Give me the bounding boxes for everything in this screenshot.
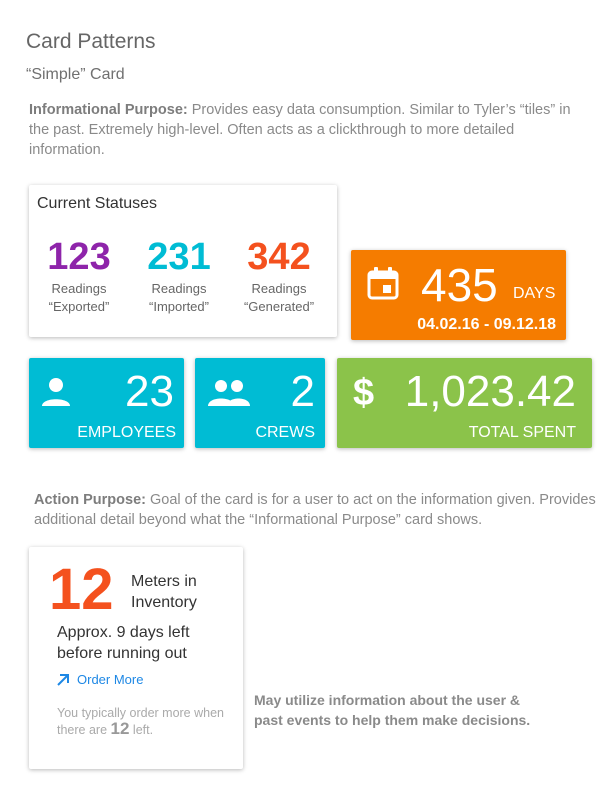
card-detail-line: before running out (57, 645, 187, 662)
action-purpose-paragraph: Action Purpose: Goal of the card is for … (34, 490, 604, 530)
stat-label: “Generated” (243, 299, 315, 314)
total-spent-value: 1,023.42 (404, 367, 576, 416)
days-unit: DAYS (513, 285, 556, 302)
card-title-line: Meters in (131, 573, 197, 590)
order-hint-text: You typically order more when there are (57, 706, 224, 737)
current-statuses-card[interactable]: Current Statuses 123 Readings “Exported”… (29, 185, 337, 337)
card-detail: Approx. 9 days left before running out (57, 622, 190, 664)
person-icon (42, 378, 70, 406)
days-tile[interactable]: 435 DAYS 04.02.16 - 09.12.18 (351, 250, 566, 340)
card-heading: Current Statuses (37, 195, 158, 212)
card-title-line: Inventory (131, 594, 197, 611)
stat-label: “Exported” (48, 299, 110, 314)
date-range: 04.02.16 - 09.12.18 (417, 316, 556, 333)
stat-value: 231 (147, 236, 211, 278)
stat-imported: 231 Readings “Imported” (129, 235, 229, 315)
card-title: Meters in Inventory (131, 571, 197, 613)
action-purpose-text: Goal of the card is for a user to act on… (34, 492, 596, 528)
total-spent-label: TOTAL SPENT (468, 424, 576, 441)
total-spent-tile[interactable]: $ 1,023.42 TOTAL SPENT (337, 358, 592, 448)
info-purpose-paragraph: Informational Purpose: Provides easy dat… (29, 100, 589, 160)
card-detail-line: Approx. 9 days left (57, 624, 190, 641)
crews-label: CREWS (255, 424, 315, 441)
crews-tile[interactable]: 2 CREWS (195, 358, 325, 448)
stat-generated: 342 Readings “Generated” (229, 235, 329, 315)
stat-value: 342 (247, 236, 311, 278)
inventory-action-card[interactable]: 12 Meters in Inventory Approx. 9 days le… (29, 547, 243, 769)
page-title: Card Patterns (26, 30, 156, 53)
group-icon (208, 380, 250, 406)
order-hint: You typically order more when there are … (57, 705, 237, 738)
arrow-up-right-icon[interactable] (56, 673, 70, 687)
crews-value: 2 (290, 367, 315, 416)
page-subtitle: “Simple” Card (26, 66, 125, 83)
side-note-line: past events to help them make decisions. (254, 712, 531, 728)
stat-label: Readings (251, 281, 307, 296)
stat-exported: 123 Readings “Exported” (29, 235, 129, 315)
calendar-icon (367, 267, 399, 300)
info-purpose-text: Provides easy data consumption. Similar … (29, 102, 571, 158)
days-value: 435 (421, 259, 498, 311)
stat-label: Readings (51, 281, 107, 296)
action-purpose-label: Action Purpose: (34, 492, 146, 508)
side-note: May utilize information about the user &… (254, 690, 530, 730)
side-note-line: May utilize information about the user & (254, 692, 521, 708)
employees-value: 23 (125, 367, 174, 416)
stat-value: 123 (47, 236, 111, 278)
meter-count: 12 (49, 557, 114, 622)
stat-label: Readings (151, 281, 207, 296)
order-more-link[interactable]: Order More (77, 672, 144, 687)
order-hint-value: 12 (110, 719, 130, 738)
employees-tile[interactable]: 23 EMPLOYEES (29, 358, 184, 448)
info-purpose-label: Informational Purpose: (29, 102, 188, 118)
employees-label: EMPLOYEES (77, 424, 176, 441)
order-hint-text: left. (129, 723, 154, 737)
stat-label: “Imported” (149, 299, 209, 314)
dollar-icon: $ (353, 372, 375, 414)
